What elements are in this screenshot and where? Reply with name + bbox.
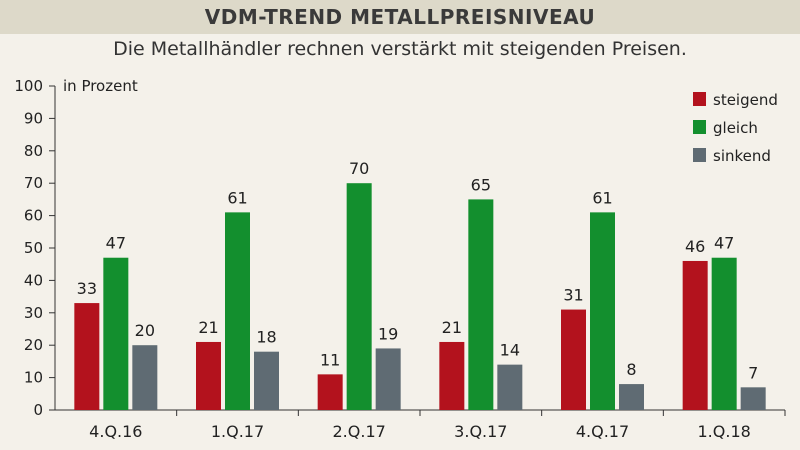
bar-steigend: [317, 374, 343, 410]
axes-group: 0 10 20 30 40 50 60 70 80 90 100 in Prozent 4.Q.16 1.…: [14, 77, 786, 441]
bar-gleich: [103, 257, 129, 410]
x-category-label: 2.Q.17: [333, 422, 386, 441]
bar-value-label: 21: [442, 318, 462, 337]
bar-sinkend: [254, 351, 279, 410]
bar-gleich: [468, 199, 494, 410]
bar-value-label: 47: [714, 234, 734, 253]
bars-group: 33 47 20 21 61 18 11 70 19 21 65 14 31 61 8 46 47 7: [74, 159, 766, 410]
bar-value-label: 18: [256, 328, 276, 347]
bar-gleich: [346, 183, 372, 410]
bar-value-label: 65: [471, 175, 491, 194]
legend-label-steigend: steigend: [713, 91, 778, 109]
y-tick-label: 70: [24, 174, 43, 192]
y-tick-label: 0: [33, 401, 43, 419]
bar-value-label: 61: [592, 188, 612, 207]
y-tick-label: 80: [24, 142, 43, 160]
bar-sinkend: [132, 345, 158, 410]
bar-sinkend: [375, 348, 401, 410]
y-tick-label: 20: [24, 336, 43, 354]
bar-gleich: [590, 212, 615, 410]
chart-title: VDM-TREND METALLPREISNIVEAU: [204, 5, 596, 29]
bar-sinkend: [497, 364, 523, 410]
bar-value-label: 70: [349, 159, 369, 178]
bar-sinkend: [740, 387, 766, 410]
y-axis-unit-label: in Prozent: [63, 77, 138, 95]
legend: steigend gleich sinkend: [693, 91, 778, 165]
legend-swatch-sinkend: [693, 148, 706, 162]
bar-value-label: 31: [563, 286, 583, 305]
bar-steigend: [682, 260, 708, 410]
x-category-label: 1.Q.17: [211, 422, 264, 441]
bar-value-label: 33: [77, 279, 97, 298]
bar-value-label: 19: [378, 324, 398, 343]
x-category-label: 3.Q.17: [454, 422, 507, 441]
y-tick-label: 100: [14, 77, 43, 95]
bar-value-label: 21: [198, 318, 218, 337]
y-tick-label: 60: [24, 207, 43, 225]
bar-value-label: 46: [685, 237, 705, 256]
y-tick-label: 40: [24, 271, 43, 289]
bar-value-label: 8: [626, 360, 636, 379]
y-tick-label: 10: [24, 369, 43, 387]
legend-swatch-steigend: [693, 92, 706, 106]
bar-value-label: 11: [320, 350, 340, 369]
bar-value-label: 20: [135, 321, 155, 340]
bar-value-label: 61: [227, 188, 247, 207]
x-category-label: 4.Q.16: [89, 422, 142, 441]
x-category-label: 4.Q.17: [576, 422, 629, 441]
bar-steigend: [74, 303, 100, 410]
bar-steigend: [561, 309, 586, 410]
legend-swatch-gleich: [693, 120, 706, 134]
header-bar: VDM-TREND METALLPREISNIVEAU: [0, 0, 800, 34]
bar-steigend: [196, 341, 221, 410]
bar-value-label: 14: [500, 341, 520, 360]
bar-steigend: [439, 341, 465, 410]
chart-subtitle: Die Metallhändler rechnen verstärkt mit …: [113, 38, 687, 60]
bar-sinkend: [619, 384, 644, 410]
bar-gleich: [225, 212, 250, 410]
y-tick-label: 30: [24, 304, 43, 322]
legend-label-gleich: gleich: [713, 119, 758, 137]
legend-label-sinkend: sinkend: [713, 147, 771, 165]
y-tick-label: 50: [24, 239, 43, 257]
bar-value-label: 7: [748, 363, 758, 382]
bar-gleich: [711, 257, 737, 410]
y-tick-label: 90: [24, 109, 43, 127]
bar-value-label: 47: [106, 234, 126, 253]
x-category-label: 1.Q.18: [698, 422, 751, 441]
